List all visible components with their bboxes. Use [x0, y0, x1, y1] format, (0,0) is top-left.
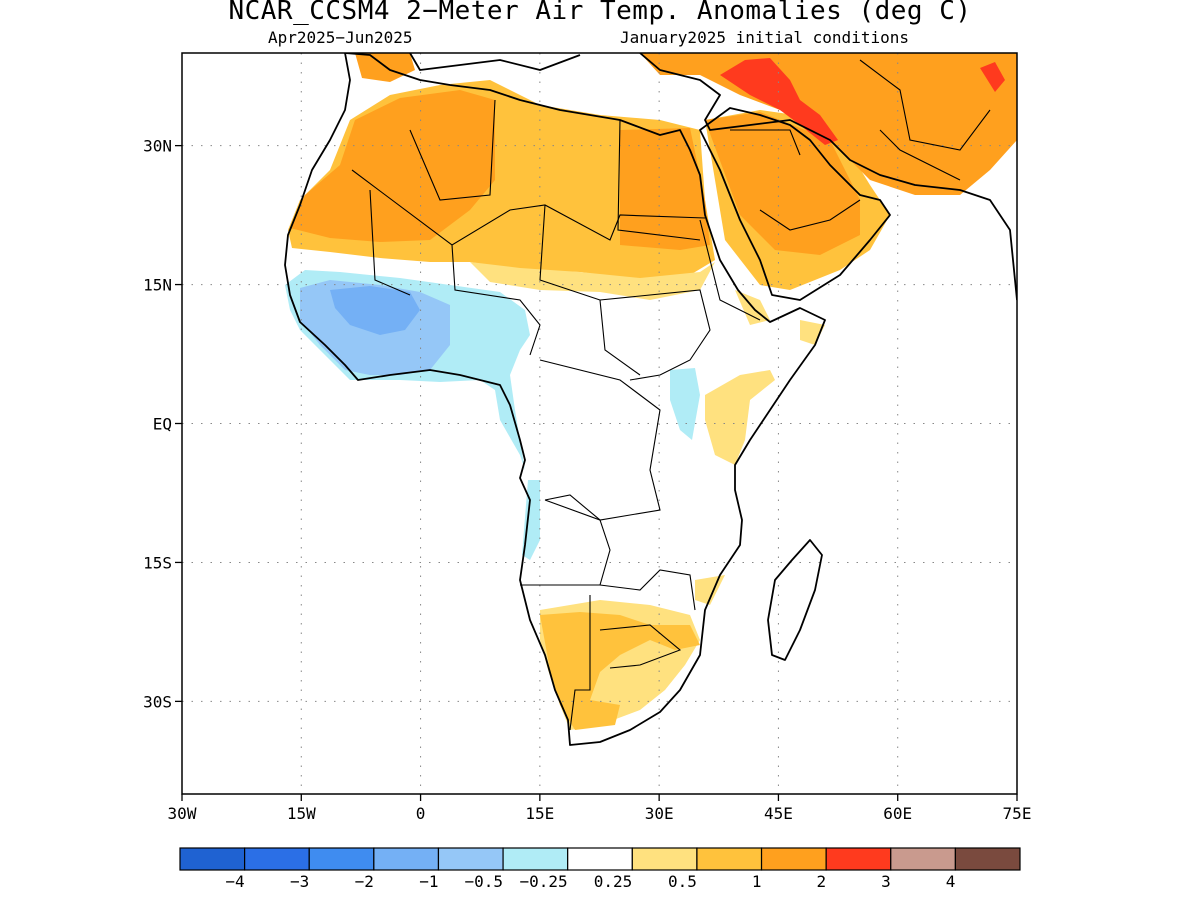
southern-africa-core	[540, 612, 700, 730]
colorbar-label: 1	[752, 872, 762, 891]
east-africa-warm-region	[705, 370, 775, 465]
colorbar-label: −3	[290, 872, 309, 891]
colorbar: −4 −3 −2 −1 −0.5 −0.25 0.25 0.5 1 2 3 4	[179, 847, 1021, 891]
libya-egypt-core	[620, 128, 710, 250]
lon-tick-label: 0	[416, 804, 426, 823]
mesopotamia-hot-region	[720, 58, 838, 145]
lat-tick-label: 15N	[143, 276, 172, 295]
west-africa-cooler	[330, 286, 420, 335]
coastlines	[284, 53, 1017, 746]
country-borders	[351, 59, 991, 731]
initial-conditions: January2025 initial conditions	[620, 28, 909, 47]
europe-coast	[409, 53, 581, 71]
lon-tick-label: 30E	[645, 804, 674, 823]
colorbar-swatch	[890, 847, 956, 871]
lon-tick-label: 15W	[287, 804, 316, 823]
colorbar-label: −2	[355, 872, 374, 891]
colorbar-swatch	[567, 847, 633, 871]
arabia-core	[705, 112, 860, 255]
madagascar-outline	[767, 539, 823, 661]
angola-coast-cool	[522, 480, 540, 560]
lat-tick-label: 15S	[143, 553, 172, 572]
sahara-core	[290, 90, 495, 242]
colorbar-swatch	[437, 847, 504, 871]
lon-tick-label: 45E	[764, 804, 793, 823]
colorbar-swatch	[760, 847, 827, 871]
colorbar-label: −4	[225, 872, 244, 891]
mediterranean-north-warm	[355, 53, 415, 82]
forecast-period: Apr2025−Jun2025	[268, 28, 413, 47]
colorbar-swatch	[179, 847, 246, 871]
map-frame	[181, 52, 1018, 795]
horn-warm	[800, 320, 825, 345]
africa-outline	[284, 53, 826, 746]
lon-tick-label: 60E	[883, 804, 912, 823]
lat-tick-label: 30S	[143, 692, 172, 711]
colorbar-swatch	[502, 847, 569, 871]
colorbar-swatch	[308, 847, 375, 871]
colorbar-swatch	[954, 847, 1021, 871]
colorbar-label: 2	[817, 872, 827, 891]
colorbar-label: −1	[419, 872, 438, 891]
lat-lon-grid	[182, 53, 1017, 794]
lat-tick-label: 30N	[143, 137, 172, 156]
colorbar-swatch	[825, 847, 892, 871]
lon-tick-label: 75E	[1003, 804, 1032, 823]
map-title: NCAR_CCSM4 2−Meter Air Temp. Anomalies (…	[228, 0, 972, 26]
colorbar-label: 0.25	[594, 872, 633, 891]
colorbar-label: 4	[946, 872, 956, 891]
map-axes: 30W 15W 0 15E 30E 45E 60E 75E 30N 15N EQ 15S 30S	[143, 137, 1031, 823]
lon-tick-label: 15E	[525, 804, 554, 823]
iran-warm-region	[640, 53, 1017, 195]
sahel-light-warm	[470, 262, 715, 300]
hot-core-east	[980, 62, 1005, 92]
colorbar-swatch	[696, 847, 763, 871]
colorbar-label: −0.5	[465, 872, 504, 891]
lon-tick-label: 30W	[168, 804, 197, 823]
colorbar-swatch	[373, 847, 440, 871]
colorbar-swatch	[631, 847, 698, 871]
colorbar-label: 0.5	[668, 872, 697, 891]
anomaly-fills	[285, 53, 1017, 730]
eurasia-outline	[639, 53, 1017, 301]
central-africa-cool	[670, 368, 700, 440]
colorbar-label: 3	[881, 872, 891, 891]
colorbar-swatch	[244, 847, 310, 871]
colorbar-label: −0.25	[520, 872, 568, 891]
lat-tick-label: EQ	[153, 415, 172, 434]
